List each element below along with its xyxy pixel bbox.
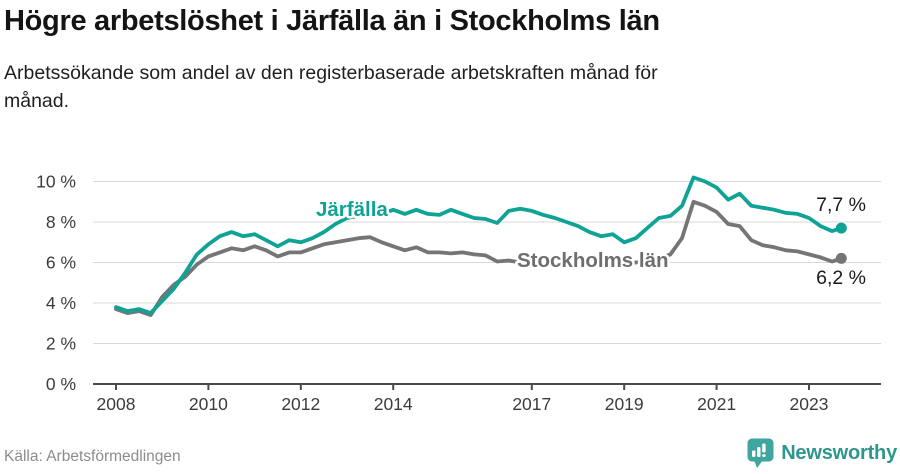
y-tick-label: 0 % <box>46 374 76 394</box>
series-label-stockholms-l-n: Stockholms län <box>517 249 669 272</box>
x-tick-label: 2021 <box>697 394 736 414</box>
series-end-dot-j-rf-lla <box>835 222 847 234</box>
series-line-j-rf-lla <box>114 175 844 316</box>
x-tick-label: 2014 <box>374 394 413 414</box>
y-tick-label: 8 % <box>46 212 76 232</box>
end-value-label-stockholms-l-n: 6,2 % <box>816 267 866 289</box>
y-tick-label: 2 % <box>46 334 76 354</box>
series-line-stockholms-l-n <box>114 199 844 318</box>
newsworthy-logo[interactable]: Newsworthy <box>747 438 897 469</box>
subtitle-line-2: månad. <box>4 90 70 112</box>
page-subtitle: Arbetssökande som andel av den registerb… <box>4 59 658 115</box>
source-note: Källa: Arbetsförmedlingen <box>4 448 181 465</box>
brand-name: Newsworthy <box>781 442 897 464</box>
series-end-dot-stockholms-l-n <box>835 252 847 264</box>
y-tick-label: 4 % <box>46 293 76 313</box>
x-tick-label: 2010 <box>189 394 228 414</box>
y-tick-label: 10 % <box>36 172 76 192</box>
x-tick-label: 2023 <box>790 394 829 414</box>
y-tick-label: 6 % <box>46 253 76 273</box>
subtitle-line-1: Arbetssökande som andel av den registerb… <box>4 62 658 84</box>
x-tick-label: 2019 <box>605 394 644 414</box>
x-tick-label: 2008 <box>97 394 136 414</box>
newsworthy-icon <box>747 438 774 468</box>
unemployment-line-chart: 0 % 2 % 4 % 6 % 8 % 10 % 2008 2010 2012 2014 2017 2… <box>36 172 881 414</box>
end-value-label-j-rf-lla: 7,7 % <box>816 194 866 216</box>
x-tick-label: 2017 <box>512 394 551 414</box>
x-tick-label: 2012 <box>281 394 320 414</box>
series-label-j-rf-lla: Järfälla <box>316 198 388 221</box>
page-title: Högre arbetslöshet i Järfälla än i Stock… <box>4 5 660 37</box>
